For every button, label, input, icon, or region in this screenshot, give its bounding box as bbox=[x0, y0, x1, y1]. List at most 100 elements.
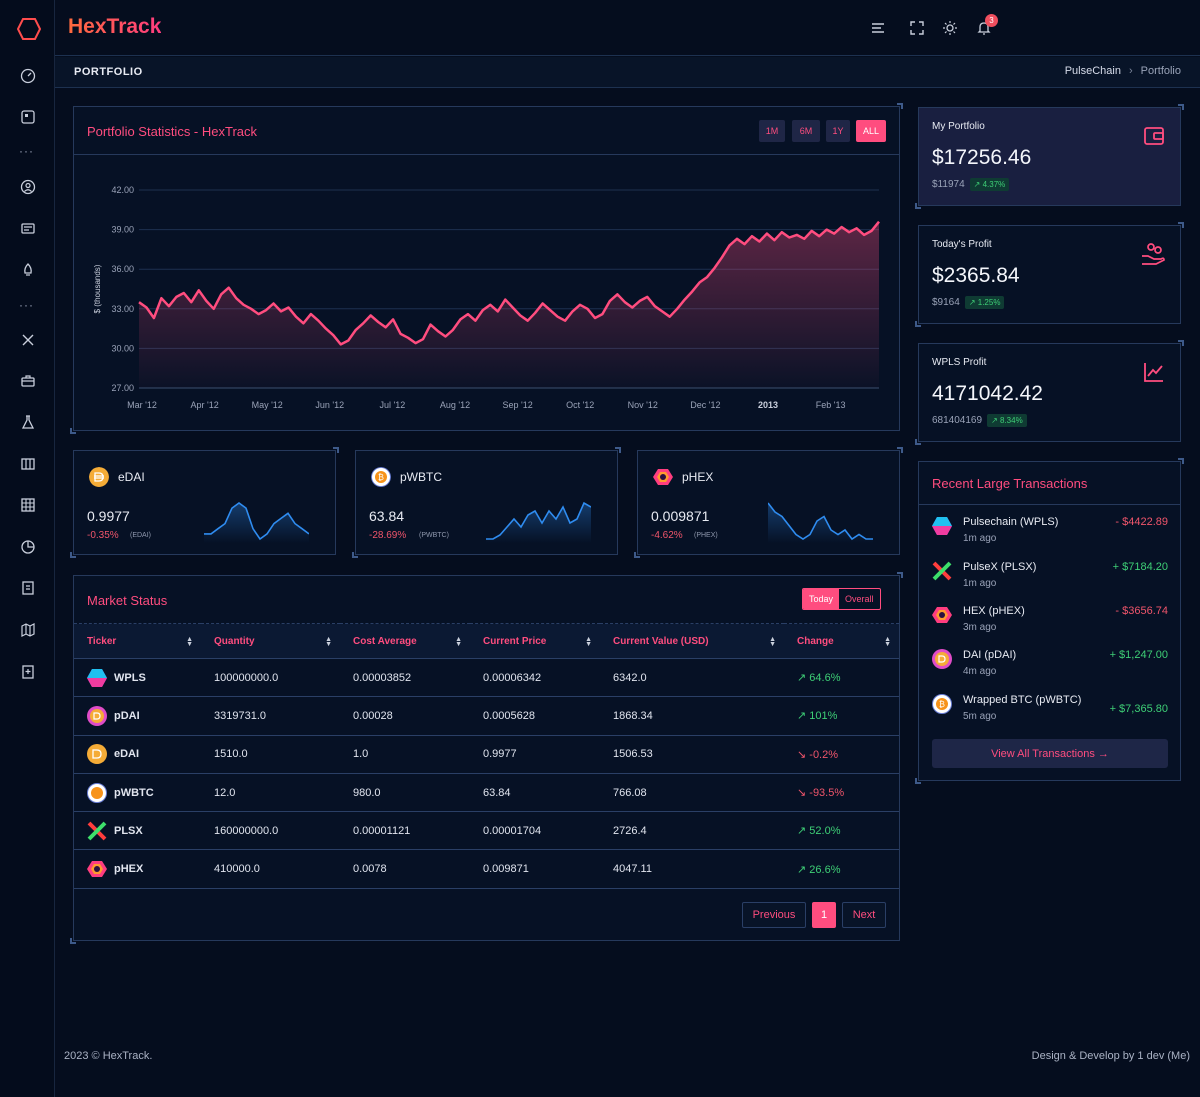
column-header-cost-average[interactable]: Cost Average ▲ ▼ bbox=[340, 623, 470, 659]
widgets-icon[interactable] bbox=[18, 107, 38, 127]
portfolio-area-chart: 42.00 39.00 36.00 33.00 30.00 27.00 $ (thousan… bbox=[93, 185, 880, 410]
brand-logo-text[interactable]: HexTrack bbox=[68, 15, 162, 38]
user-icon[interactable] bbox=[18, 177, 38, 197]
range-1m-button[interactable]: 1M bbox=[759, 120, 785, 142]
wpls-profit-card: WPLS Profit 4171042.42 681404169 ↗ 8.34% bbox=[915, 340, 1184, 445]
map-icon[interactable] bbox=[18, 620, 38, 640]
card-divider bbox=[74, 154, 899, 155]
table-row[interactable]: pWBTC 12.0 980.0 63.84 766.08 ↘ -93.5% bbox=[74, 773, 899, 813]
coin-price: 63.84 bbox=[369, 508, 405, 524]
menu-toggle-icon[interactable] bbox=[868, 18, 888, 38]
column-header-quantity[interactable]: Quantity ▲ ▼ bbox=[201, 623, 340, 659]
flask-icon[interactable] bbox=[18, 412, 38, 432]
transaction-name: Pulsechain (WPLS) bbox=[963, 516, 1059, 528]
range-all-button[interactable]: ALL bbox=[856, 120, 886, 142]
transaction-time: 4m ago bbox=[963, 666, 997, 677]
x-tick-label: May '12 bbox=[252, 400, 283, 410]
x-tick-label: Jun '12 bbox=[315, 400, 344, 410]
current-value-cell: 4047.11 bbox=[600, 849, 784, 889]
recent-transactions-card: Recent Large Transactions Pulsechain (WP… bbox=[915, 458, 1184, 784]
transaction-item[interactable]: HEX (pHEX) 3m ago - $3656.74 bbox=[932, 605, 1168, 645]
table-row[interactable]: pHEX 410000.0 0.0078 0.009871 4047.11 ↗ 26.6% bbox=[74, 849, 899, 889]
transaction-item[interactable]: ₿ Wrapped BTC (pWBTC) 5m ago + $7,365.80 bbox=[932, 694, 1168, 734]
tools-icon[interactable] bbox=[18, 330, 38, 350]
range-1y-button[interactable]: 1Y bbox=[826, 120, 850, 142]
trend-icon: ↗ bbox=[797, 672, 807, 685]
market-status-title: Market Status bbox=[87, 593, 168, 608]
column-header-current-value[interactable]: Current Value (USD) ▲ ▼ bbox=[600, 623, 784, 659]
ticker-cell: PLSX bbox=[74, 811, 201, 851]
trend-chart-icon bbox=[1144, 363, 1163, 382]
transaction-item[interactable]: PulseX (PLSX) 1m ago + $7184.20 bbox=[932, 561, 1168, 601]
cost-average-cell: 0.00001121 bbox=[340, 811, 470, 851]
hexagon-logo-icon[interactable] bbox=[17, 18, 41, 40]
pie-chart-icon[interactable] bbox=[18, 537, 38, 557]
quantity-cell: 12.0 bbox=[201, 773, 340, 813]
columns-icon[interactable] bbox=[18, 454, 38, 474]
transaction-item[interactable]: DAI (pDAI) 4m ago + $1,247.00 bbox=[932, 649, 1168, 689]
notification-bell-icon[interactable]: 3 bbox=[974, 14, 998, 38]
current-value-cell: 2726.4 bbox=[600, 811, 784, 851]
coin-card-edai[interactable]: eDAI 0.9977 -0.35% (EDAI) bbox=[70, 447, 339, 558]
transaction-name: DAI (pDAI) bbox=[963, 649, 1017, 661]
x-tick-label: Mar '12 bbox=[127, 400, 157, 410]
column-header-ticker[interactable]: Ticker ▲ ▼ bbox=[74, 623, 201, 659]
rocket-icon[interactable] bbox=[18, 260, 38, 280]
page-title: PORTFOLIO bbox=[74, 66, 143, 78]
current-value-cell: 766.08 bbox=[600, 773, 784, 813]
grid-icon[interactable] bbox=[18, 495, 38, 515]
transaction-item[interactable]: Pulsechain (WPLS) 1m ago - $4422.89 bbox=[932, 516, 1168, 556]
hex-icon bbox=[87, 861, 107, 878]
coin-symbol: pHEX bbox=[682, 470, 714, 484]
theme-sun-icon[interactable] bbox=[940, 18, 960, 38]
stat-sub-value: $11974 bbox=[932, 179, 965, 190]
transaction-time: 3m ago bbox=[963, 622, 997, 633]
document-add-icon[interactable] bbox=[18, 662, 38, 682]
coin-card-phex[interactable]: pHEX 0.009871 -4.62% (PHEX) bbox=[634, 447, 903, 558]
coin-card-pwbtc[interactable]: ₿ pWBTC 63.84 -28.69% (PWBTC) bbox=[352, 447, 621, 558]
y-tick-label: 27.00 bbox=[111, 383, 134, 393]
column-header-current-price[interactable]: Current Price ▲ ▼ bbox=[470, 623, 600, 659]
current-price-cell: 0.9977 bbox=[470, 735, 600, 774]
toggle-overall-button[interactable]: Overall bbox=[845, 594, 874, 604]
y-axis-label: $ (thousands) bbox=[93, 264, 102, 313]
svg-text:₿: ₿ bbox=[378, 473, 384, 482]
pagination-previous-button[interactable]: Previous bbox=[742, 902, 806, 928]
file-icon[interactable] bbox=[18, 578, 38, 598]
stat-label: Today's Profit bbox=[932, 239, 992, 250]
bitcoin-icon bbox=[87, 782, 107, 803]
stat-sub-value: 681404169 bbox=[932, 415, 983, 426]
range-6m-button[interactable]: 6M bbox=[792, 120, 820, 142]
change-cell: ↗ 52.0% bbox=[784, 811, 899, 851]
quantity-cell: 1510.0 bbox=[201, 735, 340, 774]
cost-average-cell: 1.0 bbox=[340, 735, 470, 774]
coin-sparkline bbox=[204, 502, 309, 543]
fullscreen-icon[interactable] bbox=[907, 18, 927, 38]
pagination-next-button[interactable]: Next bbox=[842, 902, 886, 928]
table-row[interactable]: eDAI 1510.0 1.0 0.9977 1506.53 ↘ -0.2% bbox=[74, 735, 899, 774]
table-row[interactable]: pDAI 3319731.0 0.00028 0.0005628 1868.34 ↗ 10… bbox=[74, 696, 899, 736]
transaction-amount: + $7184.20 bbox=[1112, 561, 1168, 573]
ticker-cell: pDAI bbox=[74, 696, 201, 736]
breadcrumb-link[interactable]: PulseChain bbox=[1064, 65, 1121, 77]
sparkline-line bbox=[486, 501, 591, 540]
y-tick-label: 33.00 bbox=[111, 304, 134, 314]
bitcoin-coin-icon: ₿ bbox=[371, 467, 391, 487]
table-row[interactable]: PLSX 160000000.0 0.00001121 0.00001704 2726.… bbox=[74, 811, 899, 851]
card-icon[interactable] bbox=[18, 218, 38, 238]
wallet-icon bbox=[1144, 127, 1164, 145]
transaction-time: 1m ago bbox=[963, 578, 997, 589]
footer-credits: Design & Develop by 1 dev (Me) bbox=[1031, 1050, 1190, 1062]
table-row[interactable]: WPLS 100000000.0 0.00003852 0.00006342 6342.… bbox=[74, 658, 899, 698]
x-tick-label: Oct '12 bbox=[566, 400, 594, 410]
view-all-transactions-button[interactable]: View All Transactions → bbox=[932, 739, 1168, 768]
pagination-page-button[interactable]: 1 bbox=[812, 902, 836, 928]
sparkline-area bbox=[768, 503, 873, 543]
sort-icon: ▲ ▼ bbox=[769, 636, 776, 648]
dashboard-icon[interactable] bbox=[18, 66, 38, 86]
current-value-cell: 6342.0 bbox=[600, 658, 784, 698]
briefcase-icon[interactable] bbox=[18, 371, 38, 391]
toggle-today-button[interactable]: Today bbox=[803, 589, 840, 609]
breadcrumb: PulseChain › Portfolio bbox=[1065, 65, 1181, 77]
column-header-change[interactable]: Change ▲ ▼ bbox=[784, 623, 899, 659]
